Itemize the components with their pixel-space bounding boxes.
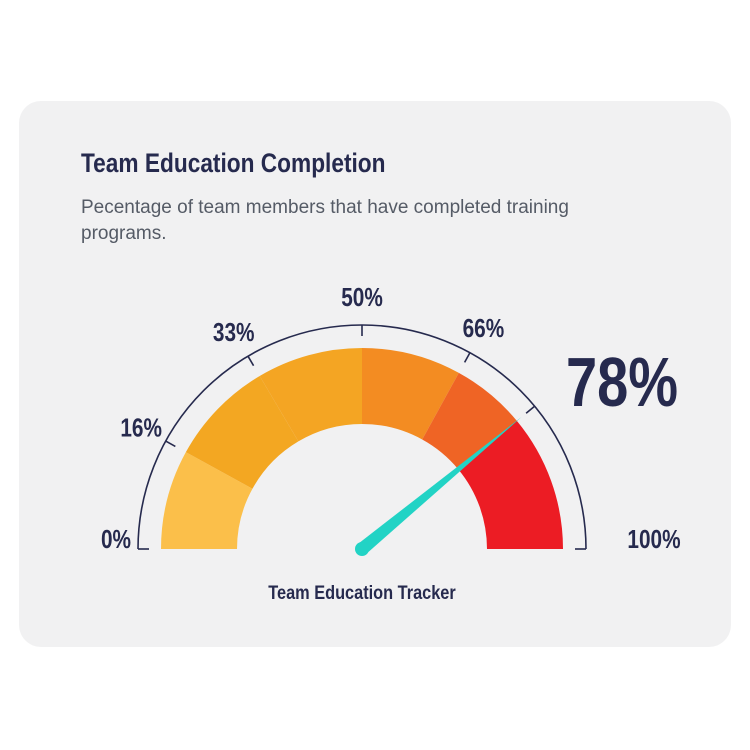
gauge-band-1 — [161, 452, 253, 549]
gauge-tick-mark — [463, 352, 471, 363]
gauge-value: 78% — [566, 344, 678, 421]
gauge-tick-mark — [247, 355, 255, 367]
gauge-tick-label: 0% — [101, 525, 131, 554]
gauge-band-3 — [259, 348, 362, 442]
gauge-band-4 — [362, 348, 459, 440]
needle-hub — [355, 542, 369, 556]
gauge-tick-mark — [165, 440, 176, 448]
gauge-tick-label: 33% — [213, 318, 255, 347]
gauge-band-2 — [185, 375, 299, 489]
chart-subtitle: Pecentage of team members that have comp… — [81, 197, 569, 244]
needle-pointer — [357, 417, 522, 555]
gauge-needle — [355, 417, 522, 556]
gauge-caption: Team Education Tracker — [268, 582, 456, 603]
gauge-tick-label: 50% — [341, 283, 383, 312]
chart-title: Team Education Completion — [81, 148, 386, 178]
gauge-tick-label: 66% — [463, 314, 505, 343]
gauge-band-6 — [458, 420, 563, 549]
gauge-tick-label: 100% — [627, 525, 680, 554]
gauge-tick-labels: 0% 16% 33% 50% 66% 100% — [101, 283, 681, 554]
gauge-ticks — [138, 325, 586, 550]
gauge-tick-mark — [525, 405, 536, 414]
gauge-band-5 — [422, 372, 517, 470]
gauge-bands — [161, 348, 563, 549]
gauge-tick-label: 16% — [120, 413, 162, 442]
